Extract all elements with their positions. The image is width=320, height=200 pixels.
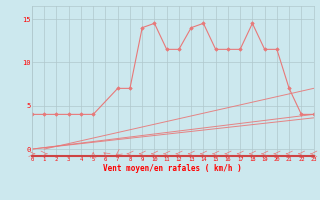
X-axis label: Vent moyen/en rafales ( km/h ): Vent moyen/en rafales ( km/h ): [103, 164, 242, 173]
